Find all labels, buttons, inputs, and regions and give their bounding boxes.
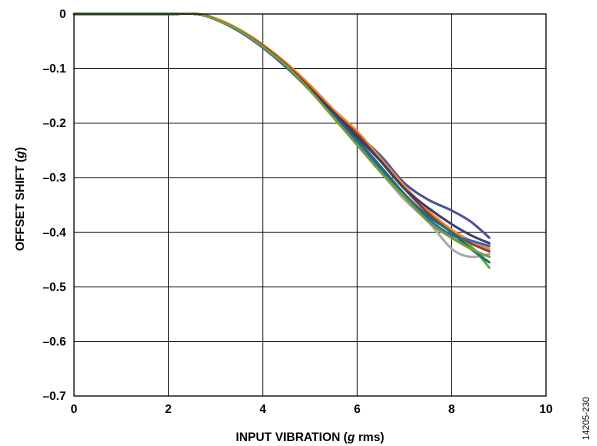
series-line-5 (72, 12, 491, 269)
y-tick-label: –0.2 (43, 116, 67, 130)
x-tick-label: 8 (448, 402, 455, 416)
series-line-9 (72, 12, 491, 259)
y-tick-label: –0.4 (43, 225, 67, 239)
y-tick-label: 0 (59, 7, 66, 21)
y-axis-title: OFFSET SHIFT (g) (13, 147, 27, 251)
series-line-7 (72, 12, 491, 264)
y-tick-label: –0.5 (43, 280, 67, 294)
series-lines (72, 12, 491, 269)
x-tick-label: 4 (259, 402, 266, 416)
grid-lines (74, 14, 546, 396)
y-tick-label: –0.7 (43, 389, 67, 403)
x-tick-label: 2 (165, 402, 172, 416)
y-tick-label: –0.1 (43, 62, 67, 76)
series-line-2 (72, 12, 491, 239)
y-tick-labels: 0 –0.1 –0.2 –0.3 –0.4 –0.5 –0.6 –0.7 (43, 7, 67, 403)
y-tick-label: –0.6 (43, 334, 67, 348)
x-tick-label: 0 (71, 402, 78, 416)
x-axis-title: INPUT VIBRATION (g rms) (236, 430, 384, 444)
y-tick-label: –0.3 (43, 171, 67, 185)
x-tick-labels: 0 2 4 6 8 10 (71, 402, 553, 416)
x-tick-label: 10 (539, 402, 553, 416)
figure-id: 14205-230 (581, 397, 591, 440)
x-tick-label: 6 (354, 402, 361, 416)
plot-frame (73, 13, 547, 397)
